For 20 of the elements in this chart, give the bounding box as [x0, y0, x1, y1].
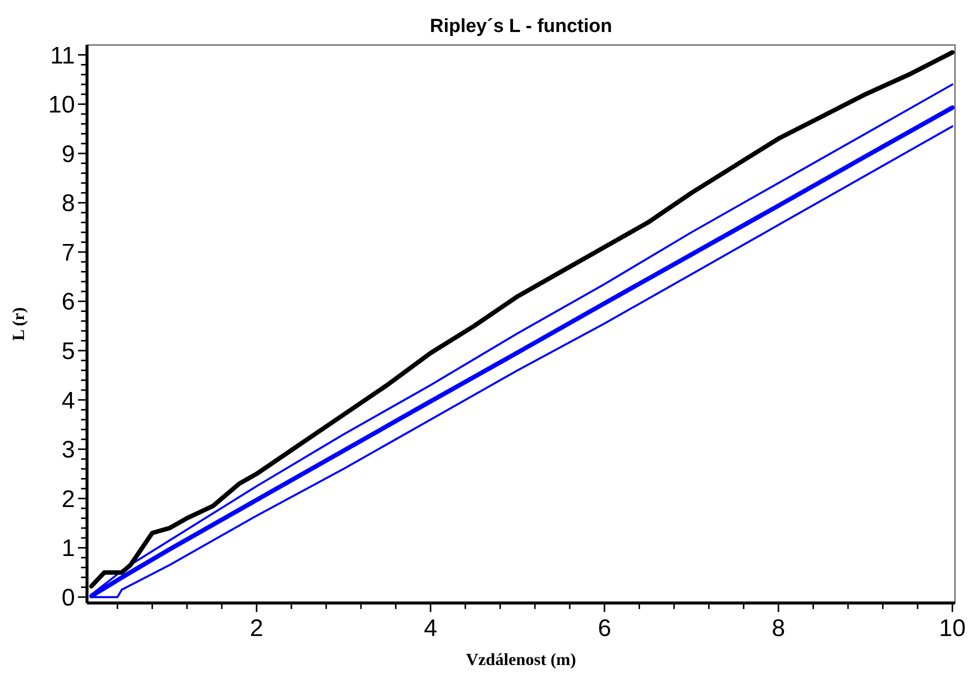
y-tick-label: 0 — [62, 584, 75, 612]
y-tick-label: 11 — [50, 42, 75, 70]
x-tick-label: 4 — [424, 615, 438, 642]
y-tick-label: 1 — [62, 535, 75, 562]
y-tick-label: 4 — [62, 387, 75, 414]
x-tick-label: 10 — [939, 615, 966, 642]
x-tick-label: 2 — [250, 615, 264, 642]
y-tick-label: 6 — [62, 288, 75, 316]
x-axis-title: Vzdálenost (m) — [466, 650, 576, 669]
y-tick-label: 3 — [62, 436, 75, 464]
x-tick-label: 8 — [772, 615, 786, 642]
y-tick-label: 10 — [48, 92, 75, 119]
y-tick-label: 8 — [62, 190, 75, 218]
x-tick-label: 6 — [598, 615, 612, 642]
y-axis-title: L (r) — [9, 307, 28, 341]
chart-title: Ripley´s L - function — [430, 16, 612, 37]
y-tick-label: 2 — [62, 486, 75, 513]
y-tick-label: 5 — [62, 338, 75, 366]
y-tick-label: 7 — [62, 239, 75, 266]
y-tick-label: 9 — [62, 140, 75, 168]
